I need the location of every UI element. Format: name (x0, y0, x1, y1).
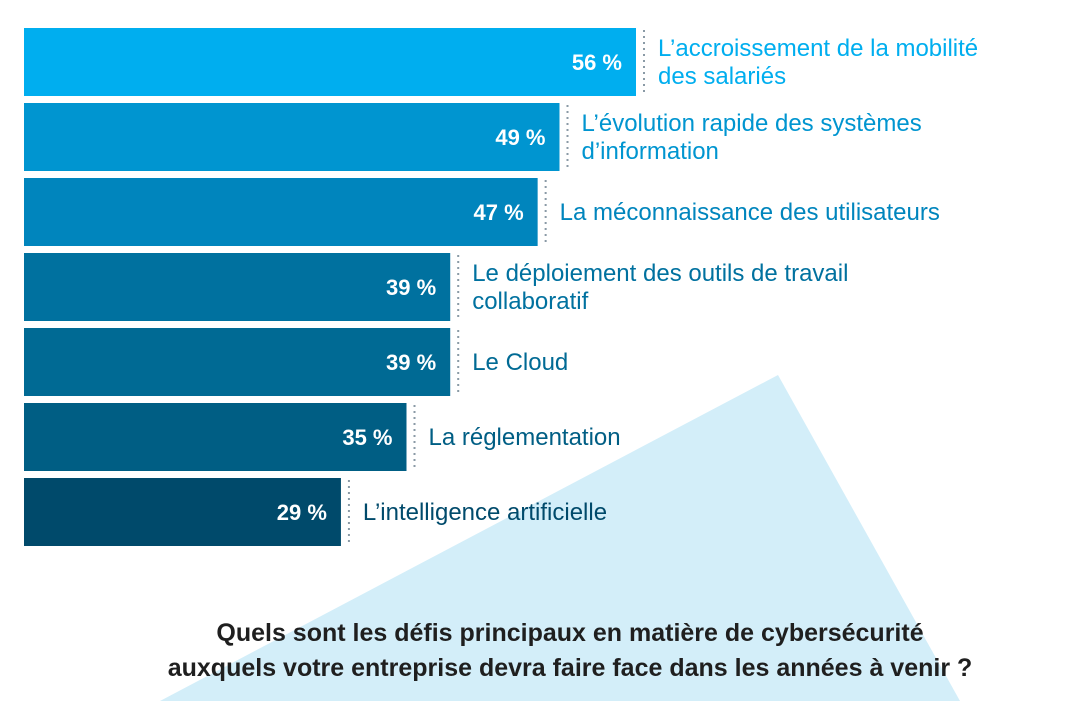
bar (24, 103, 560, 171)
background-triangle (160, 375, 960, 701)
bar-group: 35 % La réglementation (24, 403, 621, 471)
bar-group: 29 % L’intelligence artificielle (24, 478, 607, 546)
bar-value-label: 56 % (572, 50, 622, 75)
bar (24, 253, 451, 321)
category-label-line: La réglementation (429, 424, 621, 451)
bar-value-label: 39 % (386, 275, 436, 300)
bar-value-label: 49 % (495, 125, 545, 150)
category-label-line: d’information (582, 138, 719, 165)
bar-value-label: 35 % (342, 425, 392, 450)
chart-title-line-2: auxquels votre entreprise devra faire fa… (168, 654, 973, 682)
category-label: La réglementation (429, 424, 621, 451)
bar-group: 39 % Le déploiement des outils de travail… (24, 253, 848, 321)
bar-value-label: 29 % (277, 500, 327, 525)
category-label: L’évolution rapide des systèmes d’informa… (582, 110, 922, 165)
category-label: L’intelligence artificielle (363, 499, 607, 526)
bar-value-label: 47 % (473, 200, 523, 225)
chart-title-line-1: Quels sont les défis principaux en matiè… (216, 619, 923, 647)
category-label-line: L’évolution rapide des systèmes (582, 110, 922, 137)
bars-layer: 56 % L’accroissement de la mobilité des sa… (24, 28, 978, 546)
category-label: Le Cloud (472, 349, 568, 376)
bar (24, 403, 407, 471)
category-label-line: des salariés (658, 63, 786, 90)
bar-value-label: 39 % (386, 350, 436, 375)
category-label-line: Le déploiement des outils de travail (472, 260, 848, 287)
bar (24, 478, 341, 546)
category-label: Le déploiement des outils de travail coll… (472, 260, 848, 315)
bar (24, 28, 636, 96)
category-label-line: L’accroissement de la mobilité (658, 35, 978, 62)
bar (24, 328, 451, 396)
bar-group: 49 % L’évolution rapide des systèmes d’inf… (24, 103, 922, 171)
category-label: La méconnaissance des utilisateurs (560, 199, 940, 226)
category-label: L’accroissement de la mobilité des salari… (658, 35, 978, 90)
bar-group: 39 % Le Cloud (24, 328, 568, 396)
category-label-line: collaboratif (472, 288, 588, 315)
category-label-line: La méconnaissance des utilisateurs (560, 199, 940, 226)
bar-group: 47 % La méconnaissance des utilisateurs (24, 178, 940, 246)
bar-group: 56 % L’accroissement de la mobilité des sa… (24, 28, 978, 96)
category-label-line: Le Cloud (472, 349, 568, 376)
category-label-line: L’intelligence artificielle (363, 499, 607, 526)
bar (24, 178, 538, 246)
